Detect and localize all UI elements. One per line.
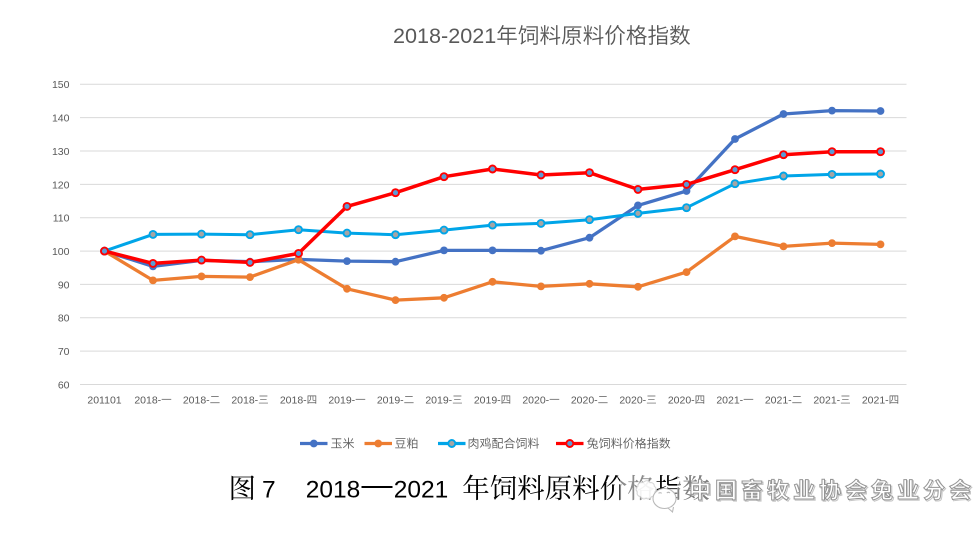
svg-text:70: 70 <box>58 346 70 358</box>
svg-text:7: 7 <box>262 476 276 503</box>
svg-text:2018-: 2018- <box>231 394 258 406</box>
svg-text:201101: 201101 <box>87 394 121 406</box>
svg-text:100: 100 <box>52 246 70 258</box>
svg-text:2018-: 2018- <box>183 394 210 406</box>
svg-text:2021-: 2021- <box>716 394 743 406</box>
svg-text:150: 150 <box>52 79 70 91</box>
svg-text:2018-2021: 2018-2021 <box>393 23 496 48</box>
svg-text:110: 110 <box>53 213 70 225</box>
svg-text:2019-: 2019- <box>425 394 452 406</box>
svg-text:2021: 2021 <box>394 476 449 503</box>
svg-text:2020-: 2020- <box>522 394 549 406</box>
svg-text:2019-: 2019- <box>377 394 404 406</box>
svg-text:2020-: 2020- <box>571 394 598 406</box>
svg-text:2020-: 2020- <box>668 394 695 406</box>
svg-text:2018-: 2018- <box>280 394 307 406</box>
svg-text:140: 140 <box>52 113 70 125</box>
svg-text:2018-: 2018- <box>134 394 161 406</box>
svg-text:2021-: 2021- <box>862 394 889 406</box>
svg-text:80: 80 <box>58 313 70 325</box>
svg-text:2019-: 2019- <box>328 394 355 406</box>
svg-text:120: 120 <box>52 179 70 191</box>
svg-text:2019-: 2019- <box>474 394 501 406</box>
svg-text:90: 90 <box>58 279 70 291</box>
svg-text:2021-: 2021- <box>765 394 792 406</box>
svg-text:2020-: 2020- <box>619 394 646 406</box>
svg-text:2021-: 2021- <box>813 394 840 406</box>
svg-text:2018: 2018 <box>306 476 361 503</box>
svg-text:60: 60 <box>58 379 70 391</box>
svg-text:130: 130 <box>52 146 70 158</box>
